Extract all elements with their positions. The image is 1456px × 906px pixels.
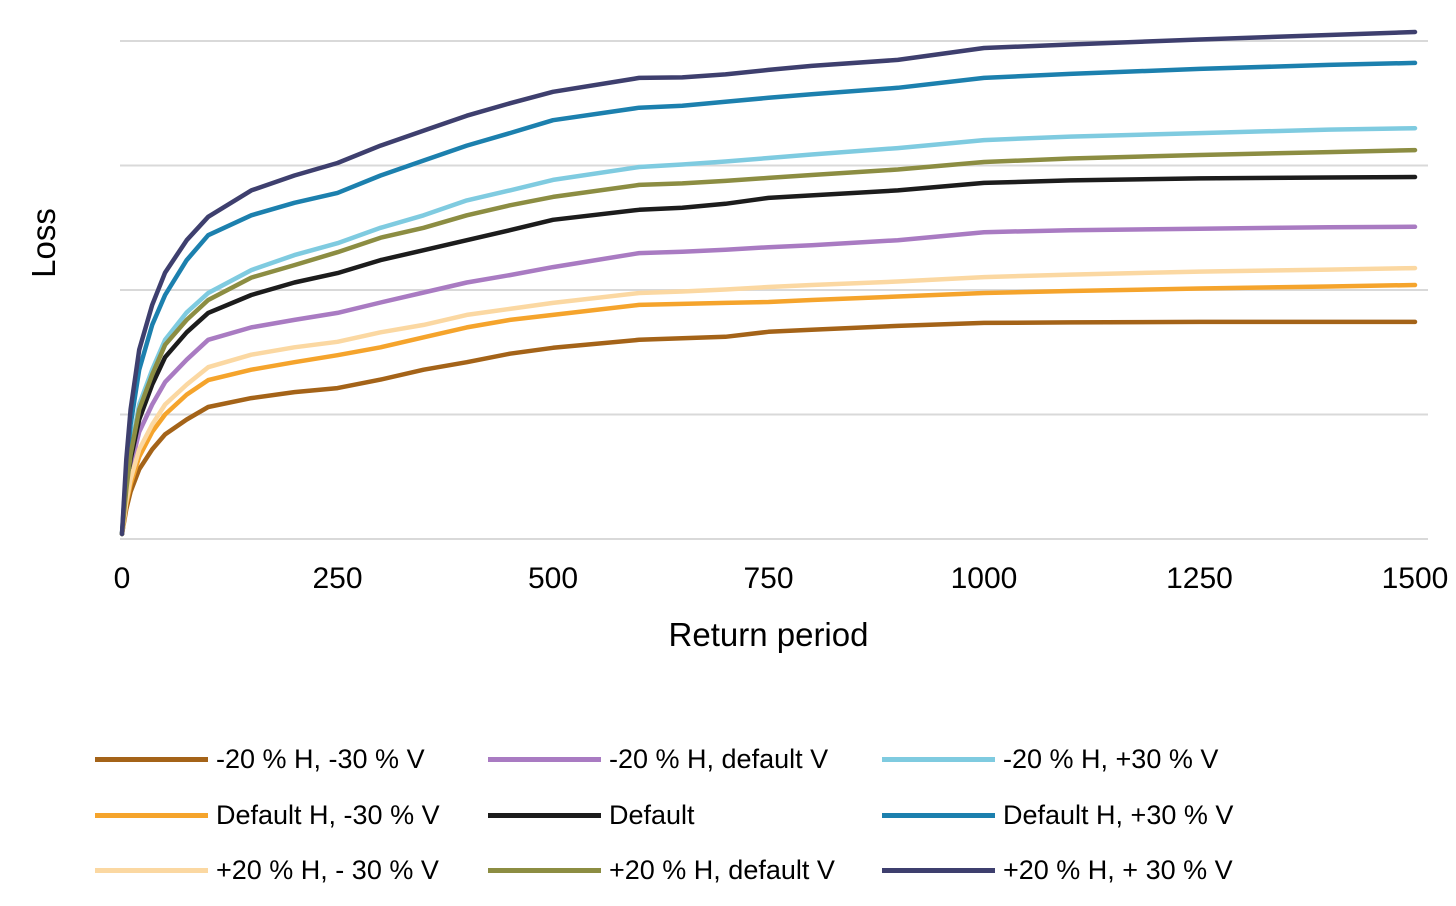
legend-line-swatch-icon xyxy=(882,812,995,818)
legend-label: +20 % H, + 30 % V xyxy=(1003,855,1233,886)
legend-label: -20 % H, +30 % V xyxy=(1003,744,1219,775)
x-tick-label: 0 xyxy=(114,562,131,595)
legend-line-swatch-icon xyxy=(488,868,601,874)
x-tick-label: 1000 xyxy=(951,562,1018,595)
x-tick-label: 250 xyxy=(312,562,362,595)
series-line-default-h--30-v xyxy=(119,282,1418,537)
legend-label: +20 % H, - 30 % V xyxy=(216,855,439,886)
legend-item: Default H, -30 % V xyxy=(95,788,488,844)
legend-item: +20 % H, default V xyxy=(488,843,882,899)
legend-line-swatch-icon xyxy=(488,757,601,763)
legend-item: -20 % H, default V xyxy=(488,732,882,788)
x-tick-label: 1250 xyxy=(1166,562,1233,595)
legend-item: +20 % H, - 30 % V xyxy=(95,843,488,899)
legend-label: -20 % H, -30 % V xyxy=(216,744,425,775)
legend-label: -20 % H, default V xyxy=(609,744,829,775)
legend-item: -20 % H, +30 % V xyxy=(882,732,1425,788)
legend-line-swatch-icon xyxy=(95,812,208,818)
series-line--20-h--30-v xyxy=(119,319,1418,537)
series-line-default-h-+30-v xyxy=(119,60,1418,537)
y-axis-label: Loss xyxy=(25,208,62,278)
x-tick-label: 750 xyxy=(743,562,793,595)
legend-label: Default H, -30 % V xyxy=(216,799,440,830)
legend-label: +20 % H, default V xyxy=(609,855,835,886)
series-line-+20-h-+-30-v xyxy=(119,29,1418,537)
x-tick-label: 1500 xyxy=(1382,562,1449,595)
legend: -20 % H, -30 % V -20 % H, default V -20 % … xyxy=(95,732,1425,899)
legend-label: Default xyxy=(609,799,695,830)
legend-line-swatch-icon xyxy=(95,757,208,763)
legend-label: Default H, +30 % V xyxy=(1003,799,1234,830)
legend-item: Default H, +30 % V xyxy=(882,788,1425,844)
legend-line-swatch-icon xyxy=(95,868,208,874)
legend-item: -20 % H, -30 % V xyxy=(95,732,488,788)
chart-plot-area: 0 250 500 750 1000 1250 1500 xyxy=(114,29,1449,595)
legend-item: +20 % H, + 30 % V xyxy=(882,843,1425,899)
x-tick-label: 500 xyxy=(528,562,578,595)
x-axis-label: Return period xyxy=(668,616,869,653)
legend-line-swatch-icon xyxy=(882,757,995,763)
series-line-+20-h-default-v xyxy=(119,147,1418,537)
legend-line-swatch-icon xyxy=(488,812,601,818)
series-line--20-h-default-v xyxy=(119,224,1418,537)
series-line-+20-h---30-v xyxy=(119,265,1418,537)
legend-item: Default xyxy=(488,788,882,844)
legend-line-swatch-icon xyxy=(882,868,995,874)
series-line-default xyxy=(119,174,1418,537)
